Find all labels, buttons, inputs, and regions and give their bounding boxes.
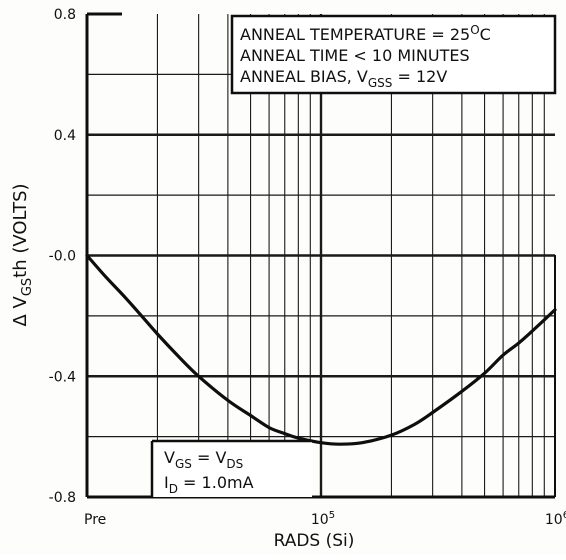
y-tick-label: 0.4: [54, 128, 76, 144]
bias-condition-line: ID = 1.0mA: [164, 473, 254, 496]
y-tick-label: -0.4: [49, 369, 76, 385]
x-tick-label: 106: [545, 510, 566, 528]
x-axis-title: RADS (Si): [274, 531, 355, 551]
grid: [87, 14, 555, 497]
anneal-condition-line: ANNEAL TIME < 10 MINUTES: [240, 46, 470, 65]
y-axis-title: Δ VGSth (VOLTS): [10, 183, 35, 326]
anneal-condition-line: ANNEAL TEMPERATURE = 25OC: [240, 23, 491, 44]
bias-condition-line: VGS = VDS: [164, 448, 243, 471]
y-tick-label: -0.8: [49, 490, 76, 506]
axis-labels: 0.8 0.4 -0.0 -0.4 -0.8 Pre 105 106 RADS (Si) Δ VG…: [10, 7, 566, 551]
y-tick-label: -0.0: [49, 249, 76, 265]
annotations: ANNEAL TEMPERATURE = 25OC ANNEAL TIME < 1…: [150, 14, 557, 497]
bias-conditions-box: [152, 441, 312, 497]
y-tick-label: 0.8: [54, 7, 76, 23]
anneal-conditions-box: [230, 14, 557, 95]
curve-layer: [85, 253, 557, 446]
x-tick-label: Pre: [84, 512, 106, 528]
anneal-condition-line: ANNEAL BIAS, VGSS = 12V: [240, 67, 447, 90]
x-tick-label: 105: [311, 510, 335, 528]
data-curve-0: [85, 253, 557, 446]
